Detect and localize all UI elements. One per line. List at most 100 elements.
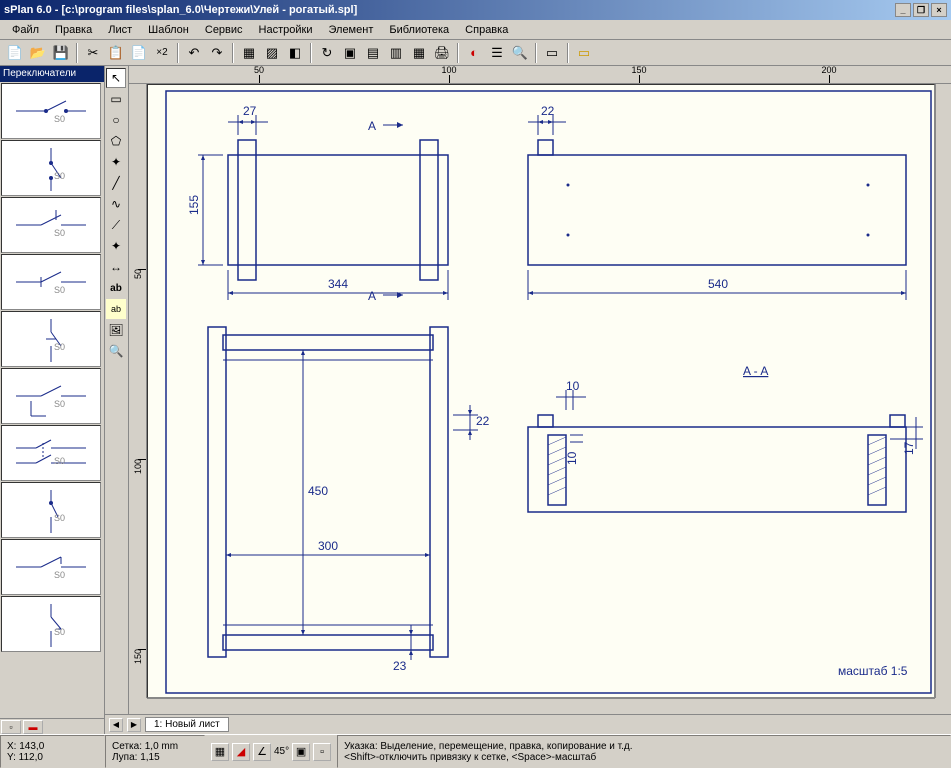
menu-template[interactable]: Шаблон xyxy=(140,22,197,38)
symbol-6[interactable]: S0 xyxy=(1,368,101,424)
save-icon[interactable]: 💾 xyxy=(50,42,72,64)
tab-next[interactable]: ▶ xyxy=(127,718,141,732)
symbol-1[interactable]: S0 xyxy=(1,83,101,139)
copy-icon[interactable]: 📋 xyxy=(105,42,127,64)
svg-text:A - A: A - A xyxy=(743,364,768,378)
node-tool[interactable]: ✦ xyxy=(106,236,126,256)
symbol-2[interactable]: S0 xyxy=(1,140,101,196)
canvas[interactable]: 27 155 344 xyxy=(147,84,935,698)
rect-tool[interactable]: ▭ xyxy=(106,89,126,109)
list-icon[interactable]: ☰ xyxy=(486,42,508,64)
menu-settings[interactable]: Настройки xyxy=(251,22,321,38)
print-icon[interactable]: 🖨 xyxy=(431,42,453,64)
pointer-tool[interactable]: ↖ xyxy=(106,68,126,88)
open-icon[interactable]: 📂 xyxy=(27,42,49,64)
cut-icon[interactable]: ✂ xyxy=(82,42,104,64)
menubar: Файл Правка Лист Шаблон Сервис Настройки… xyxy=(0,20,951,40)
tool7-icon[interactable]: ▦ xyxy=(408,42,430,64)
zoom-tool[interactable]: 🔍 xyxy=(106,341,126,361)
symbol-9[interactable]: S0 xyxy=(1,539,101,595)
sidebar-btn1[interactable]: ▫ xyxy=(1,720,21,734)
lock-icon[interactable]: ▣ xyxy=(292,743,310,761)
svg-text:23: 23 xyxy=(393,659,407,673)
window-title: sPlan 6.0 - [c:\program files\splan_6.0\… xyxy=(4,4,895,16)
symbol-8[interactable]: S0 xyxy=(1,482,101,538)
sidebar-header[interactable]: Переключатели xyxy=(0,66,104,82)
rotate-icon[interactable]: ↻ xyxy=(316,42,338,64)
menu-library[interactable]: Библиотека xyxy=(381,22,457,38)
menu-element[interactable]: Элемент xyxy=(320,22,381,38)
tool3-icon[interactable]: ◧ xyxy=(284,42,306,64)
svg-text:300: 300 xyxy=(318,539,338,553)
titlebar: sPlan 6.0 - [c:\program files\splan_6.0\… xyxy=(0,0,951,20)
menu-sheet[interactable]: Лист xyxy=(100,22,140,38)
svg-text:17: 17 xyxy=(902,441,916,455)
sidebar: Переключатели S0 S0 S0 S0 S0 S0 S0 S0 S0… xyxy=(0,66,105,734)
paste-icon[interactable]: 📄 xyxy=(128,42,150,64)
svg-text:450: 450 xyxy=(308,484,328,498)
snap-icon[interactable]: ◢ xyxy=(232,743,250,761)
menu-service[interactable]: Сервис xyxy=(197,22,251,38)
new-icon[interactable]: 📄 xyxy=(4,42,26,64)
text-tool[interactable]: ab xyxy=(106,278,126,298)
status-angle: 45° xyxy=(274,746,289,757)
svg-text:10: 10 xyxy=(565,451,579,465)
sidebar-btn2[interactable]: ▬ xyxy=(23,720,43,734)
symbol-5[interactable]: S0 xyxy=(1,311,101,367)
toolbar: 📄 📂 💾 ✂ 📋 📄 ×2 ↶ ↷ ▦ ▨ ◧ ↻ ▣ ▤ ▥ ▦ 🖨 ◐ ☰… xyxy=(0,40,951,66)
redo-icon[interactable]: ↷ xyxy=(206,42,228,64)
special-tool[interactable]: ✦ xyxy=(106,152,126,172)
angle-icon[interactable]: ∠ xyxy=(253,743,271,761)
status-x: X: 143,0 xyxy=(7,741,98,752)
find-icon[interactable]: 🔍 xyxy=(509,42,531,64)
close-button[interactable]: × xyxy=(931,3,947,17)
scrollbar-vertical[interactable] xyxy=(935,84,951,698)
svg-text:10: 10 xyxy=(566,379,580,393)
image-tool[interactable]: 🖼 xyxy=(106,320,126,340)
svg-text:A: A xyxy=(368,289,376,303)
svg-text:A: A xyxy=(368,119,376,133)
label-tool[interactable]: ab xyxy=(106,299,126,319)
status-hint: Указка: Выделение, перемещение, правка, … xyxy=(344,741,944,752)
tab-prev[interactable]: ◀ xyxy=(109,718,123,732)
minimize-button[interactable]: _ xyxy=(895,3,911,17)
poly-tool[interactable]: ⬠ xyxy=(106,131,126,151)
tool1-icon[interactable]: ▦ xyxy=(238,42,260,64)
status-grid: Сетка: 1,0 mm xyxy=(112,741,198,752)
tool2-icon[interactable]: ▨ xyxy=(261,42,283,64)
tabbar: ◀ ▶ 1: Новый лист xyxy=(105,714,951,734)
tool4-icon[interactable]: ▣ xyxy=(339,42,361,64)
svg-text:344: 344 xyxy=(328,277,348,291)
dim-tool[interactable]: ↔ xyxy=(106,257,126,277)
svg-text:540: 540 xyxy=(708,277,728,291)
menu-help[interactable]: Справка xyxy=(457,22,516,38)
scrollbar-horizontal[interactable] xyxy=(147,698,935,714)
symbol-10[interactable]: S0 xyxy=(1,596,101,652)
ruler-horizontal: 50 100 150 200 xyxy=(129,66,951,84)
svg-text:22: 22 xyxy=(476,414,490,428)
tool6-icon[interactable]: ▥ xyxy=(385,42,407,64)
line-tool[interactable]: ╱ xyxy=(106,173,126,193)
grid-icon[interactable]: ▦ xyxy=(211,743,229,761)
sidebar-footer: ▫ ▬ xyxy=(0,718,104,734)
status-y: Y: 112,0 xyxy=(7,752,98,763)
circle-tool[interactable]: ○ xyxy=(106,110,126,130)
misc-icon[interactable]: ▫ xyxy=(313,743,331,761)
symbol-7[interactable]: S0 xyxy=(1,425,101,481)
undo-icon[interactable]: ↶ xyxy=(183,42,205,64)
ruler-vertical: 50 100 150 xyxy=(129,84,147,698)
curve-tool[interactable]: ∿ xyxy=(106,194,126,214)
tool5-icon[interactable]: ▤ xyxy=(362,42,384,64)
tool8-icon[interactable]: ▭ xyxy=(541,42,563,64)
clone-icon[interactable]: ×2 xyxy=(151,42,173,64)
menu-file[interactable]: Файл xyxy=(4,22,47,38)
symbol-4[interactable]: S0 xyxy=(1,254,101,310)
tab-sheet1[interactable]: 1: Новый лист xyxy=(145,717,229,732)
menu-edit[interactable]: Правка xyxy=(47,22,100,38)
statusbar: X: 143,0 Y: 112,0 Сетка: 1,0 mm Лупа: 1,… xyxy=(0,734,951,768)
symbol-3[interactable]: S0 xyxy=(1,197,101,253)
maximize-button[interactable]: ❐ xyxy=(913,3,929,17)
contrast-icon[interactable]: ◐ xyxy=(463,42,485,64)
tool9-icon[interactable]: ▭ xyxy=(573,42,595,64)
bezier-tool[interactable]: ⟋ xyxy=(106,215,126,235)
